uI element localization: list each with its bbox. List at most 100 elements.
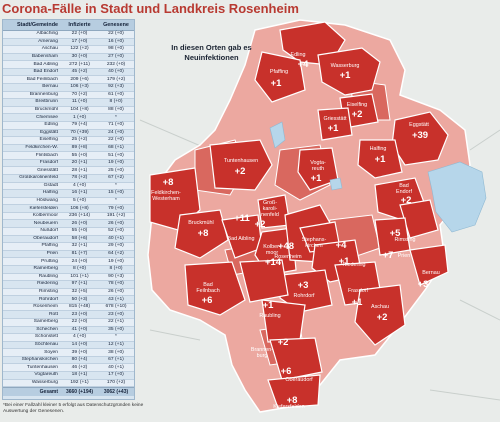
cell-infected: 58 (+6) [71,235,88,241]
cell-infected: 272 (+11) [69,61,90,67]
cell-municipality: Bad Aibling [33,61,58,67]
case-table: Stadt/Gemeinde Infizierte Genesene Albac… [2,19,135,400]
label-eggstaett: Eggstätt [409,122,429,128]
table-row: Feldkirchen-W. 89 (+8) 68 (+1) [3,145,134,153]
cell-recovered: * [115,334,117,340]
cell-infected: 192 (+1) [70,379,89,385]
cell-recovered: 38 (+0) [108,349,124,355]
label-rimsting: Rimsting [394,237,416,243]
label-prien: Prien [397,253,411,259]
cell-infected: 39 (+0) [71,349,88,355]
cell-recovered: 191 (+2) [106,213,126,219]
count-feldkirchen: +8 [162,177,174,188]
cell-recovered: 92 (+3) [108,84,124,90]
label-tuntenhausen: Tuntenhausen [223,158,259,164]
header-municipality: Stadt/Gemeinde [16,22,58,28]
cell-infected: 25 (+2) [71,137,88,143]
cell-municipality: Amerang [38,38,58,44]
table-footnote: *Bei einer Fallzahl kleiner 5 erfolgt au… [3,403,144,414]
cell-municipality: Neubeuern [33,220,58,226]
cell-infected: 815 (+48) [68,304,91,310]
table-row: Soyen 39 (+0) 38 (+0) [3,349,134,357]
count-edling: +4 [297,59,309,70]
table-row: Schechen 41 (+0) 35 (+0) [3,327,134,335]
cell-infected: 46 (+2) [71,364,88,370]
cell-recovered: 40 (+1) [108,364,124,370]
cell-recovered: 79 (+0) [108,205,124,211]
table-row: Chiemsee 1 (+0) * [3,114,134,122]
cell-recovered: 67 (+1) [108,357,124,363]
table-body: Albaching 22 (+0) 22 (+0) Amerang 17 (+0) 16 … [3,31,134,388]
cell-municipality: Rohrdorf [38,296,58,302]
label-feldkirchen: Feldkirchen- Westerham [151,190,181,202]
table-row: Rimsting 32 (+5) 26 (+0) [3,288,134,297]
cell-municipality: Brannenburg [29,91,58,97]
label-pfaffing: Pfaffing [269,69,289,75]
cell-infected: 78 (+2) [71,175,88,181]
label-brannenburg: Brannen- burg [250,347,274,359]
cell-infected: 4 (+0) [73,334,86,340]
cell-recovered: 98 (+0) [108,46,124,52]
table-row: Oberaudorf 58 (+6) 40 (+1) [3,236,134,244]
count-rohrdorf: +3 [297,280,309,291]
cell-municipality: Nußdorf [40,228,58,234]
cell-recovered: 29 (+0) [108,243,124,249]
label-riedering: Riedering [342,262,366,268]
cell-municipality: Eggstätt [40,129,58,135]
cell-municipality: Halfing [42,190,58,196]
table-row: Schonstett 4 (+0) * [3,334,134,342]
table-row: Edling 79 (+4) 71 (+0) [3,121,134,130]
cell-recovered: 26 (+0) [108,220,124,226]
cell-infected: 22 (+0) [71,319,88,325]
cell-municipality: Edling [44,122,58,128]
cell-infected: 32 (+1) [71,243,88,249]
count-bernau: +3 [417,279,429,290]
count-eggstaett: +39 [411,130,429,141]
table-row: Vogtareuth 18 (+1) 17 (+0) [3,372,134,380]
label-rosenheim: Rosenheim [274,254,302,260]
label-bruckmuehl: Bruckmühl [188,220,214,226]
table-row: Pfaffing 32 (+1) 29 (+0) [3,243,134,251]
cell-municipality: Chiemsee [35,114,58,120]
cell-recovered: 67 (+2) [108,175,124,181]
cell-recovered: 8 (+0) [109,99,123,105]
cell-municipality: Vogtareuth [34,372,58,378]
count-eiselfing: +2 [351,109,363,120]
label-grosskarolinenfeld: Groß- karoli- nenfeld [261,200,279,218]
cell-recovered: 17 (+0) [108,372,124,378]
table-row: Stephanskirchen 80 (+4) 67 (+1) [3,357,134,365]
cell-recovered: 68 (+1) [108,144,124,150]
cell-municipality: Raubling [38,273,58,279]
cell-infected: 16 (+1) [71,190,88,196]
cell-recovered: 43 (+1) [108,296,124,302]
table-row: Tuntenhausen 46 (+2) 40 (+1) [3,364,134,373]
label-rohrdorf: Rohrdorf [293,293,315,299]
table-header: Stadt/Gemeinde Infizierte Genesene [3,20,134,31]
cell-recovered: 15 (+0) [108,190,124,196]
table-row: Nußdorf 55 (+0) 52 (+0) [3,228,134,236]
count-badendorf: +2 [400,195,412,206]
cell-recovered: 22 (+0) [108,31,124,37]
cell-recovered: 90 (+3) [108,273,124,279]
label-edling: Edling [290,52,306,58]
cell-municipality: Rimsting [38,288,58,294]
lakes [269,121,487,233]
cell-recovered: 179 (+2) [106,76,126,82]
cell-municipality: Großkarolinenfeld [19,175,58,181]
table-row: Kiefersfelden 106 (+8) 79 (+0) [3,205,134,213]
cell-municipality: Pfaffing [41,243,59,249]
cell-infected: 80 (+4) [71,357,88,363]
cell-recovered: 12 (+1) [108,341,124,347]
cell-municipality: Schechen [36,326,58,332]
cell-municipality: Breitbrunn [35,99,58,105]
count-halfing: +1 [374,154,386,165]
cell-municipality: Bad Feilnbach [26,76,58,82]
table-row: Prien 81 (+7) 64 (+2) [3,251,134,259]
cell-municipality: Prien [46,251,58,257]
cell-infected: 97 (+1) [71,281,88,287]
cell-municipality: Babensham [31,54,58,60]
count-kiefersfelden: +8 [286,395,298,406]
cell-infected: 26 (+0) [71,220,88,226]
table-row: Raubling 101 (+1) 90 (+3) [3,273,134,282]
cell-municipality: Riedering [37,281,58,287]
